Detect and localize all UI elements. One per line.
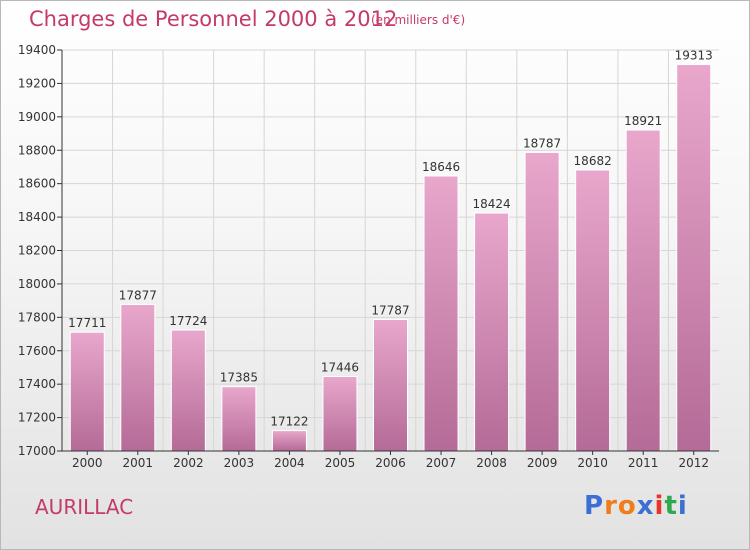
x-tick-label: 2011 <box>628 456 659 470</box>
y-tick-label: 18600 <box>18 177 56 191</box>
y-tick-label: 17000 <box>18 444 56 458</box>
labels: 17000 17200 17400 17600 17800 18000 18200 18400… <box>18 43 713 470</box>
data-label: 19313 <box>675 49 713 63</box>
bar-2011 <box>625 129 661 452</box>
y-tick-label: 18800 <box>18 143 56 157</box>
y-tick-label: 18200 <box>18 244 56 258</box>
logo-letter: P <box>584 491 605 521</box>
x-tick-label: 2003 <box>224 456 255 470</box>
data-label: 18787 <box>523 136 561 150</box>
logo-letter: r <box>604 491 618 521</box>
data-label: 17122 <box>270 415 308 429</box>
x-tick-label: 2004 <box>274 456 305 470</box>
logo-letter: i <box>677 491 688 521</box>
y-tick-label: 17400 <box>18 377 56 391</box>
x-tick-label: 2005 <box>325 456 356 470</box>
data-label: 18646 <box>422 160 460 174</box>
bar-2005 <box>322 375 358 452</box>
bar-2010 <box>575 169 611 452</box>
data-label: 17385 <box>220 371 258 385</box>
bar-2000 <box>69 331 105 452</box>
x-tick-label: 2012 <box>678 456 709 470</box>
bar-2001 <box>120 303 156 452</box>
chart-title: Charges de Personnel 2000 à 2012 <box>29 7 398 31</box>
x-tick-label: 2006 <box>375 456 406 470</box>
y-tick-label: 18000 <box>18 277 56 291</box>
data-label: 18921 <box>624 114 662 128</box>
x-tick-label: 2001 <box>123 456 154 470</box>
logo-letter: t <box>664 491 678 521</box>
logo-letter: o <box>617 491 637 521</box>
y-tick-label: 19200 <box>18 76 56 90</box>
bar-2006 <box>373 319 408 452</box>
x-tick-label: 2000 <box>72 456 103 470</box>
logo-letter: x <box>636 491 655 521</box>
x-tick-label: 2010 <box>577 456 608 470</box>
bar-2007 <box>423 175 459 452</box>
data-label: 17711 <box>68 316 106 330</box>
bar-2009 <box>524 151 560 452</box>
bar-2012 <box>676 64 712 452</box>
y-tick-label: 17800 <box>18 310 56 324</box>
x-tick-label: 2002 <box>173 456 204 470</box>
x-tick-label: 2009 <box>527 456 558 470</box>
y-tick-label: 17600 <box>18 344 56 358</box>
logo-letter: i <box>654 491 665 521</box>
x-tick-label: 2008 <box>476 456 507 470</box>
y-tick-label: 19400 <box>18 43 56 57</box>
data-label: 17787 <box>371 304 409 318</box>
data-label: 17446 <box>321 360 359 374</box>
data-label: 17724 <box>169 314 207 328</box>
x-tick-label: 2007 <box>426 456 457 470</box>
chart-subtitle: (en milliers d'€) <box>371 13 466 27</box>
data-label: 18682 <box>574 154 612 168</box>
bar-2002 <box>170 329 206 452</box>
y-tick-label: 19000 <box>18 110 56 124</box>
data-label: 18424 <box>472 197 510 211</box>
y-tick-label: 18400 <box>18 210 56 224</box>
bar-2004 <box>271 430 307 452</box>
bar-2008 <box>474 212 510 452</box>
proxiti-logo: Proxiti <box>584 491 688 521</box>
bar-2003 <box>221 386 257 452</box>
city-name: AURILLAC <box>35 495 134 519</box>
data-label: 17877 <box>119 288 157 302</box>
y-tick-label: 17200 <box>18 411 56 425</box>
bars <box>69 64 712 452</box>
axes <box>57 49 719 455</box>
